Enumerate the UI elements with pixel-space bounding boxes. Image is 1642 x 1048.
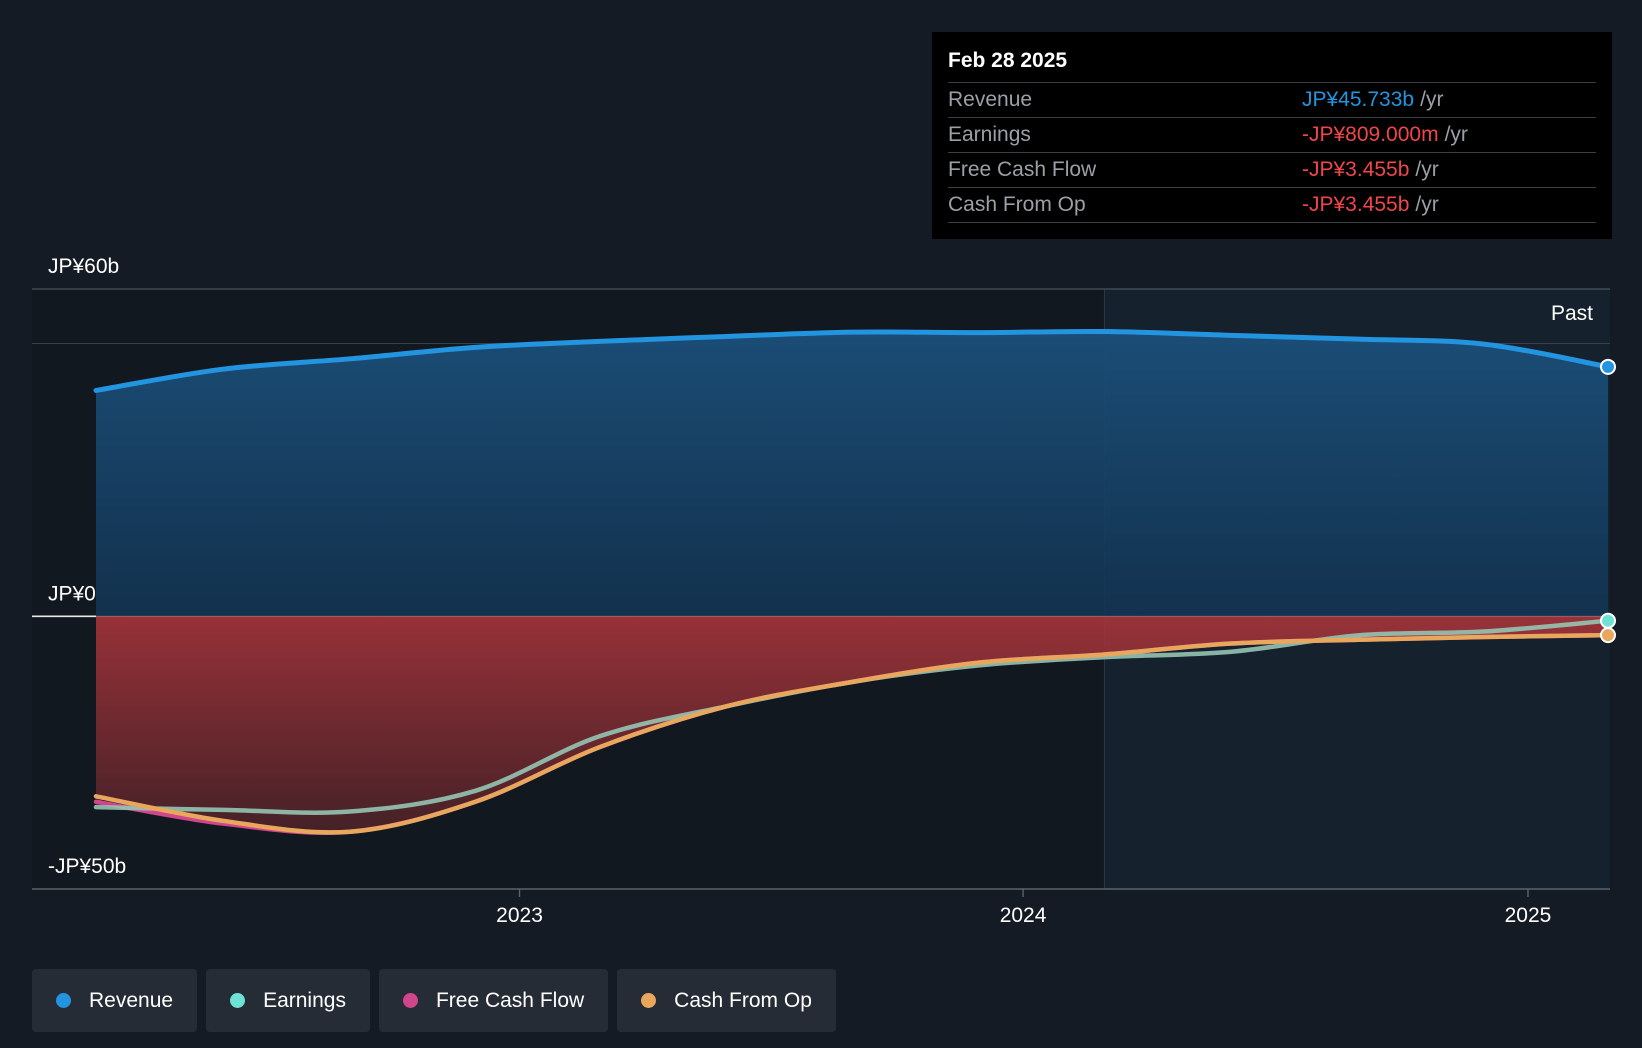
series-line-cash-from-op — [93, 632, 1611, 835]
tooltip-label: Free Cash Flow — [948, 158, 1097, 181]
tooltip-unit: /yr — [1415, 158, 1439, 181]
legend-dot-icon — [230, 993, 246, 1008]
tooltip-value: JP¥45.733b — [1302, 88, 1415, 111]
end-marker-earnings — [1600, 612, 1616, 629]
legend-dot-icon — [402, 993, 418, 1008]
tooltip-date: Feb 28 2025 — [948, 46, 1596, 83]
x-tick-label: 2023 — [496, 904, 543, 927]
series-line-revenue — [93, 328, 1611, 393]
area-fills — [96, 331, 1608, 833]
tooltip-value: -JP¥3.455b — [1302, 193, 1410, 216]
tooltip-row-earnings: Earnings -JP¥809.000m /yr — [948, 118, 1596, 153]
tooltip-value: -JP¥809.000m — [1302, 123, 1439, 146]
x-tick-label: 2025 — [1505, 904, 1552, 927]
legend-label: Free Cash Flow — [435, 988, 585, 1012]
y-tick-label: JP¥60b — [48, 255, 119, 278]
tooltip-label: Revenue — [948, 88, 1033, 111]
tooltip-panel: Feb 28 2025 Revenue JP¥45.733b /yr Earni… — [932, 32, 1612, 239]
tooltip-row-free-cash-flow: Free Cash Flow -JP¥3.455b /yr — [948, 153, 1596, 188]
tooltip-row-revenue: Revenue JP¥45.733b /yr — [948, 83, 1596, 118]
y-tick-label: -JP¥50b — [48, 855, 126, 878]
tooltip-label: Cash From Op — [948, 193, 1086, 216]
negative-area — [96, 616, 1608, 833]
tooltip-unit: /yr — [1444, 123, 1468, 146]
y-tick-label: JP¥0 — [48, 582, 96, 605]
legend-item-earnings[interactable]: Earnings — [206, 969, 370, 1032]
legend-label: Cash From Op — [674, 988, 812, 1012]
tooltip-label: Earnings — [948, 123, 1031, 146]
tooltip-unit: /yr — [1415, 193, 1439, 216]
series-lines — [93, 328, 1611, 835]
tooltip-unit: /yr — [1420, 88, 1444, 111]
legend-item-revenue[interactable]: Revenue — [32, 969, 198, 1032]
end-markers — [1600, 358, 1616, 644]
end-marker-revenue — [1600, 358, 1616, 375]
legend-item-free-cash-flow[interactable]: Free Cash Flow — [378, 969, 609, 1032]
x-tick-label: 2024 — [1000, 904, 1047, 927]
legend: Revenue Earnings Free Cash Flow Cash Fro… — [32, 969, 836, 1032]
revenue-area — [96, 331, 1608, 617]
axis-ticks: JP¥60b JP¥0 -JP¥50b 2023 2024 2025 — [48, 255, 1551, 927]
legend-label: Revenue — [89, 988, 174, 1012]
legend-dot-icon — [56, 993, 71, 1008]
legend-item-cash-from-op[interactable]: Cash From Op — [617, 969, 836, 1032]
tooltip-value: -JP¥3.455b — [1302, 158, 1410, 181]
legend-dot-icon — [641, 993, 657, 1008]
legend-label: Earnings — [263, 988, 346, 1012]
past-label: Past — [1551, 302, 1593, 325]
tooltip-row-cash-from-op: Cash From Op -JP¥3.455b /yr — [948, 188, 1596, 223]
end-marker-cash-from-op — [1600, 627, 1616, 644]
